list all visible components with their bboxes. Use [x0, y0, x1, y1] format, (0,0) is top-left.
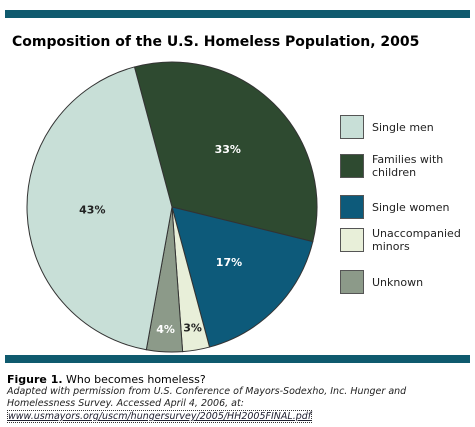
chart-title: Composition of the U.S. Homeless Populat…: [12, 34, 419, 50]
slice-label: 3%: [183, 322, 202, 335]
legend-item: Families with children: [340, 153, 470, 179]
slice-label: 17%: [216, 256, 242, 269]
bottom-bar: [5, 355, 470, 363]
slice-label: 4%: [156, 323, 175, 336]
legend-swatch: [340, 195, 364, 219]
legend-label: Unknown: [372, 275, 424, 289]
chart: Composition of the U.S. Homeless Populat…: [12, 34, 419, 353]
legend-swatch: [340, 115, 364, 139]
caption-text: Who becomes homeless?: [66, 373, 206, 386]
legend-swatch: [340, 270, 364, 294]
source: Adapted with permission from U.S. Confer…: [7, 386, 407, 409]
pie-slice: [171, 206, 314, 348]
figure-label: Figure 1.: [7, 373, 63, 386]
legend-item: Unaccompanied minors: [340, 227, 470, 253]
legend-swatch: [340, 154, 364, 178]
source-link[interactable]: www.usmayors.org/uscm/hungersurvey/2005/…: [7, 410, 313, 423]
legend-item: Unknown: [340, 270, 470, 294]
legend-item: Single women: [340, 195, 470, 219]
pie-slice: [133, 61, 318, 243]
top-bar: [5, 10, 470, 18]
legend-swatch: [340, 228, 364, 252]
legend-label: Single men: [372, 120, 434, 134]
legend-label: Unaccompanied minors: [372, 227, 461, 253]
legend-item: Single men: [340, 115, 470, 139]
legend-label: Single women: [372, 200, 450, 214]
caption: Figure 1. Who becomes homeless? Adapted …: [7, 374, 467, 423]
pie-slice: [26, 66, 173, 351]
legend-label: Families with children: [372, 153, 444, 179]
slice-label: 33%: [215, 143, 241, 156]
slice-label: 43%: [79, 203, 105, 216]
